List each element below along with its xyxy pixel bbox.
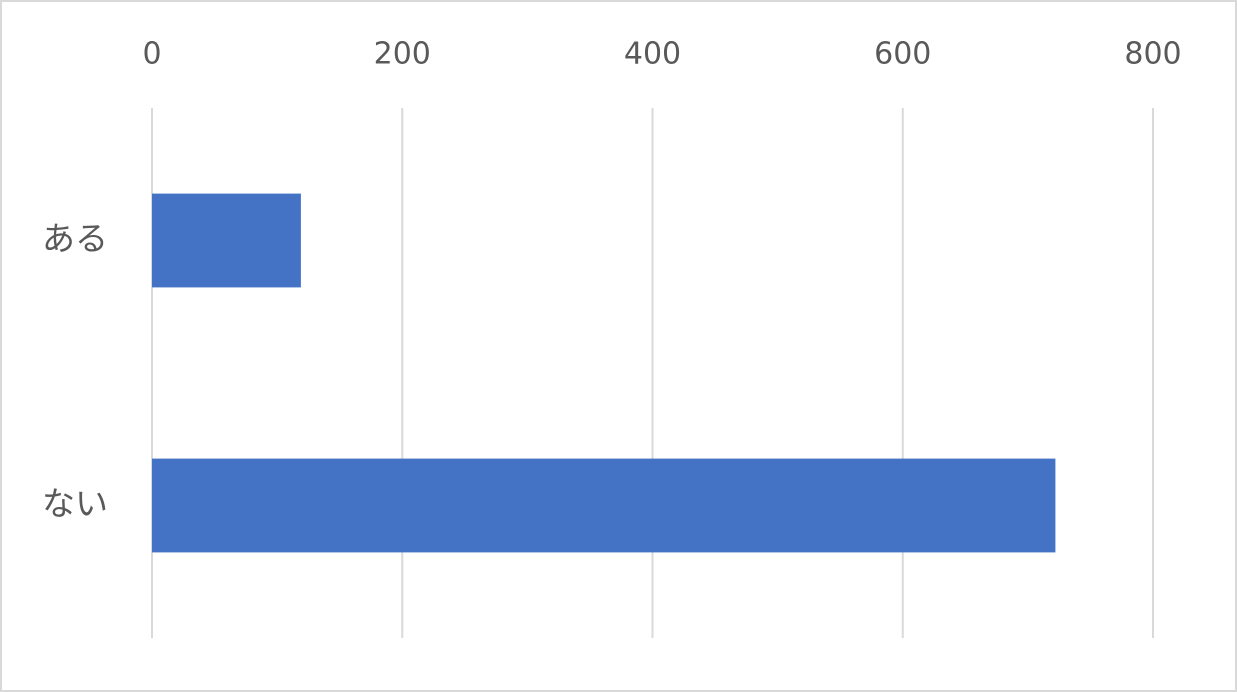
y-tick-label: ある [42,219,108,258]
x-tick-label: 400 [624,37,681,72]
x-tick-label: 600 [874,37,931,72]
x-tick-label: 0 [142,37,161,72]
x-tick-label: 200 [374,37,431,72]
bar [152,458,1056,553]
bar [152,193,301,288]
x-tick-label: 800 [1124,37,1181,72]
y-tick-label: ない [42,484,108,523]
